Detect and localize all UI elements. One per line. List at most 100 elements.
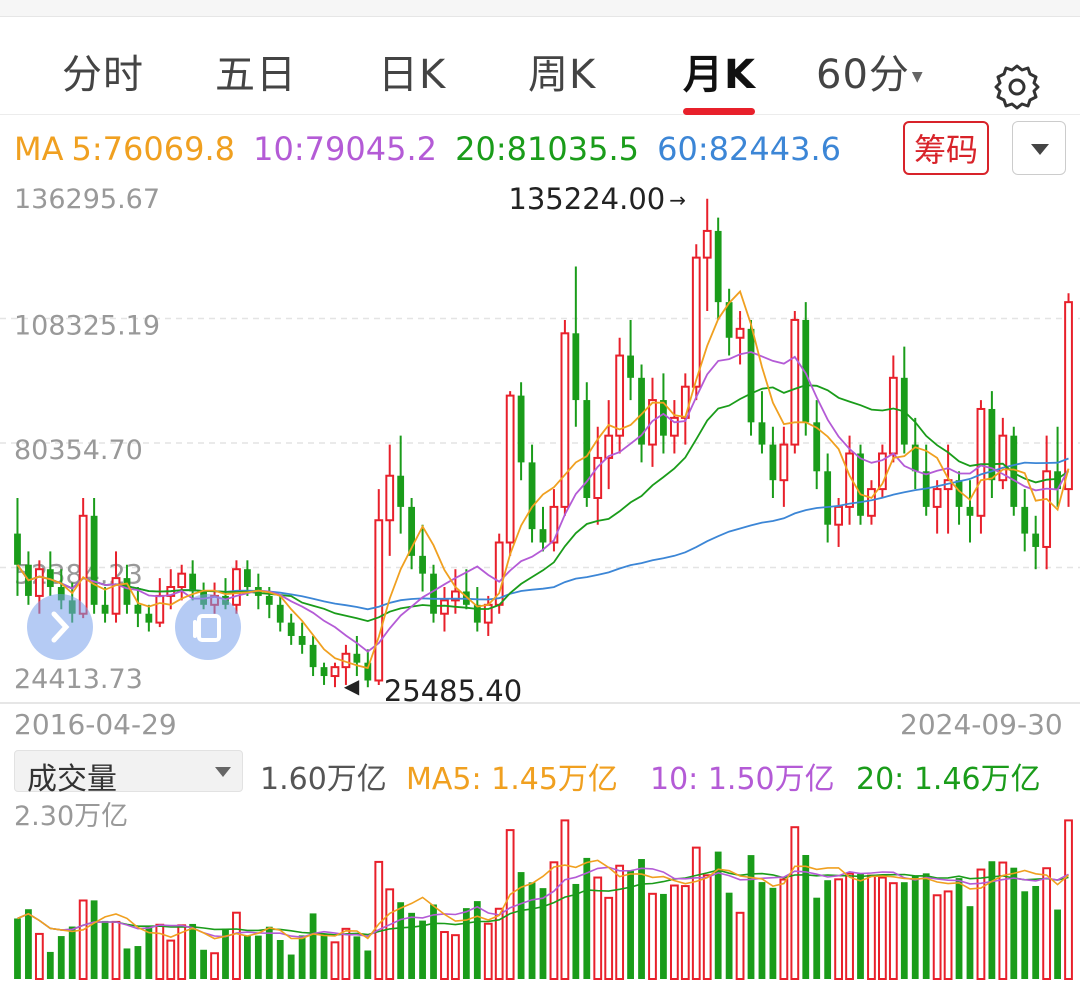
tab-daily-k[interactable]: 日K [378,52,447,98]
volume-select-label: 成交量 [27,762,117,797]
volume-bar-down [145,925,153,979]
volume-axis-label: 2.30万亿 [14,801,128,832]
candle-down [134,587,142,628]
volume-bar-up [680,885,690,980]
copy-button[interactable] [175,594,241,660]
candle-body [955,480,963,507]
candle-up [943,444,953,534]
tab-intraday[interactable]: 分时 [62,52,144,98]
volume-bar-up [549,861,559,980]
volume-bar-down [1032,885,1040,979]
candle-body [1010,435,1018,507]
candle-down [320,662,328,685]
candle-body [189,573,197,592]
candlestick-chart[interactable]: 136295.67108325.1980354.7052384.2324413.… [0,182,1080,704]
tab-monthly-k[interactable]: 月K [683,52,756,98]
volume-bar-down [25,909,32,979]
ma10-value: 10:79045.2 [253,130,437,168]
volume-bar-down [1054,909,1061,979]
volume-bar-up [232,911,241,980]
volume-bar-down [46,951,54,979]
volume-bar-down [528,882,536,979]
candle-body [134,604,142,614]
candle-body [627,355,634,378]
candle-down [1010,426,1018,516]
volume-bar-down [123,948,131,979]
candle-down [572,266,580,427]
volume-chart[interactable]: 2.30万亿 [0,797,1080,983]
candle-up [976,400,986,534]
price-axis-label: 24413.73 [14,664,143,695]
candle-down [46,551,54,596]
volume-indicator-select[interactable]: 成交量 [14,750,243,797]
candle-body [834,505,844,526]
candle-body [430,573,437,614]
volume-ma5: MA5: 1.45万亿 [406,762,618,797]
volume-bar-down [911,875,919,979]
volume-bar-up [330,941,340,980]
candle-body [90,515,98,605]
candle-down [419,524,426,592]
volume-bar-down [134,946,142,979]
volume-bar-down [397,902,405,979]
candle-body [145,613,153,623]
candle-down [1021,489,1029,552]
candle-body [46,569,54,588]
volume-bar-up [374,860,384,980]
volume-bar-down [824,880,832,979]
candle-body [101,604,109,614]
candle-body [505,394,515,544]
candle-body [287,622,295,636]
arrow-left-icon: ◀ [344,674,360,698]
tab-60-min[interactable]: 60分 ▼ [816,42,924,100]
arrow-right-icon: → [669,188,686,212]
candle-up [330,662,340,688]
candle-body [638,377,645,445]
gear-icon[interactable] [992,62,1042,112]
candle-body [374,519,384,682]
candle-down [747,319,755,436]
volume-bar-up [998,861,1008,980]
candle-down [583,382,591,507]
candle-down [539,506,547,552]
indicator-dropdown-button[interactable] [1012,121,1066,175]
volume-bar-down [189,923,197,979]
volume-bar-down [243,935,251,979]
candle-body [440,599,449,615]
volume-bar-down [287,954,295,979]
chips-button[interactable]: 筹码 [903,121,989,175]
candle-body [1042,470,1052,548]
volume-bar-down [462,908,470,979]
candle-up [177,564,187,601]
candle-body [473,604,481,623]
candle-body [57,587,65,601]
candle-down [528,444,536,543]
max-price-label: 135224.00 [508,182,665,216]
status-strip [0,0,1080,17]
expand-button[interactable] [27,594,93,660]
candle-up [998,417,1008,490]
volume-bar-up [385,888,395,980]
tab-five-day[interactable]: 五日 [215,52,297,98]
candle-up [669,400,679,454]
min-price-label: 25485.40 [384,674,522,704]
candle-body [583,400,591,498]
volume-bar-down [988,861,996,979]
candle-up [878,444,887,498]
volume-bar-down [68,926,76,979]
volume-bar-down [857,873,864,979]
tab-weekly-k[interactable]: 周K [528,52,597,98]
volume-bar-up [702,874,712,980]
candle-body [888,376,898,455]
volume-ma5-line [17,859,1070,940]
volume-bar-down [57,936,65,979]
candle-up [111,551,121,623]
candle-down [517,382,525,481]
volume-ma20: 20: 1.46万亿 [856,762,1041,797]
candle-body [802,319,810,423]
volume-bar-up [78,899,88,980]
volume-bar-up [483,922,493,980]
candle-body [177,572,187,589]
candle-down [714,217,722,320]
ma-prefix: MA [14,130,64,168]
